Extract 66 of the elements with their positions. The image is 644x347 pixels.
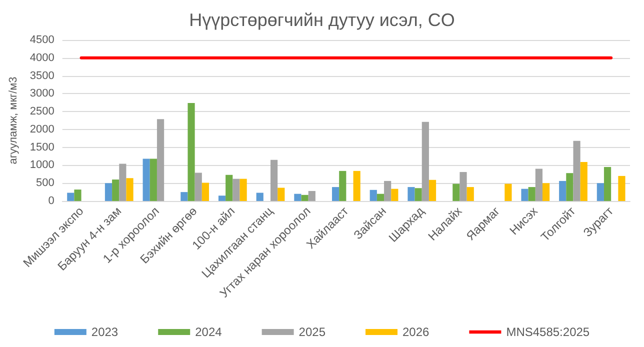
y-tick-label: 500 [36, 177, 54, 190]
bar [188, 102, 195, 201]
bar [150, 158, 157, 201]
bar [384, 180, 392, 201]
legend-label: MNS4585:2025 [506, 325, 590, 339]
y-tick-label: 3000 [30, 88, 54, 100]
y-tick-label: 2500 [30, 106, 54, 118]
bar [332, 187, 340, 201]
bar [428, 180, 436, 201]
bar [460, 172, 467, 201]
bar [408, 187, 415, 201]
bar [104, 183, 112, 201]
legend-label: 2024 [195, 325, 222, 339]
bar [528, 187, 536, 201]
bar [566, 173, 574, 201]
bar [559, 180, 566, 201]
bar [294, 194, 302, 201]
bar [308, 190, 316, 201]
y-axis-title: агууламж, мкг/м3 [8, 76, 20, 164]
y-tick-label: 4000 [30, 52, 54, 64]
bar [414, 188, 422, 201]
y-tick-label: 1500 [30, 141, 54, 154]
bar [301, 194, 308, 201]
y-tick-label: 1000 [30, 159, 54, 172]
bar [232, 178, 240, 201]
bar [112, 180, 120, 201]
bar [270, 160, 278, 201]
bar [126, 178, 134, 201]
bar [256, 192, 264, 201]
y-tick-label: 4500 [30, 34, 54, 46]
legend-label: 2025 [298, 325, 326, 339]
bar [618, 176, 626, 201]
bar [194, 172, 202, 201]
legend-label: 2026 [402, 325, 430, 339]
bar [278, 188, 285, 201]
bar [240, 178, 247, 201]
bar [180, 192, 188, 201]
bar [202, 182, 210, 201]
bar [142, 158, 150, 201]
bar [535, 168, 542, 201]
bar [596, 183, 604, 201]
bar [119, 164, 126, 201]
chart-title: Нүүрстөрөгчийн дутуу исэл, CO [189, 10, 455, 30]
bar [521, 188, 528, 201]
bar [376, 194, 384, 201]
y-tick-label: 0 [48, 195, 54, 207]
bar [226, 174, 233, 201]
bar [466, 187, 474, 201]
bar [67, 192, 74, 201]
bar [218, 196, 226, 201]
y-tick-label: 3500 [30, 70, 54, 82]
bar [74, 190, 82, 201]
bar [370, 190, 377, 201]
bar [504, 184, 512, 201]
bar [452, 184, 460, 201]
bar [542, 183, 550, 201]
legend-label: 2023 [91, 325, 118, 339]
bar [422, 122, 429, 201]
bar [573, 140, 580, 201]
bar [604, 167, 612, 201]
bar [580, 162, 588, 201]
y-tick-label: 2000 [30, 123, 54, 136]
bar [353, 170, 360, 201]
bar [339, 170, 346, 201]
bar [391, 188, 398, 201]
bar [156, 119, 164, 201]
